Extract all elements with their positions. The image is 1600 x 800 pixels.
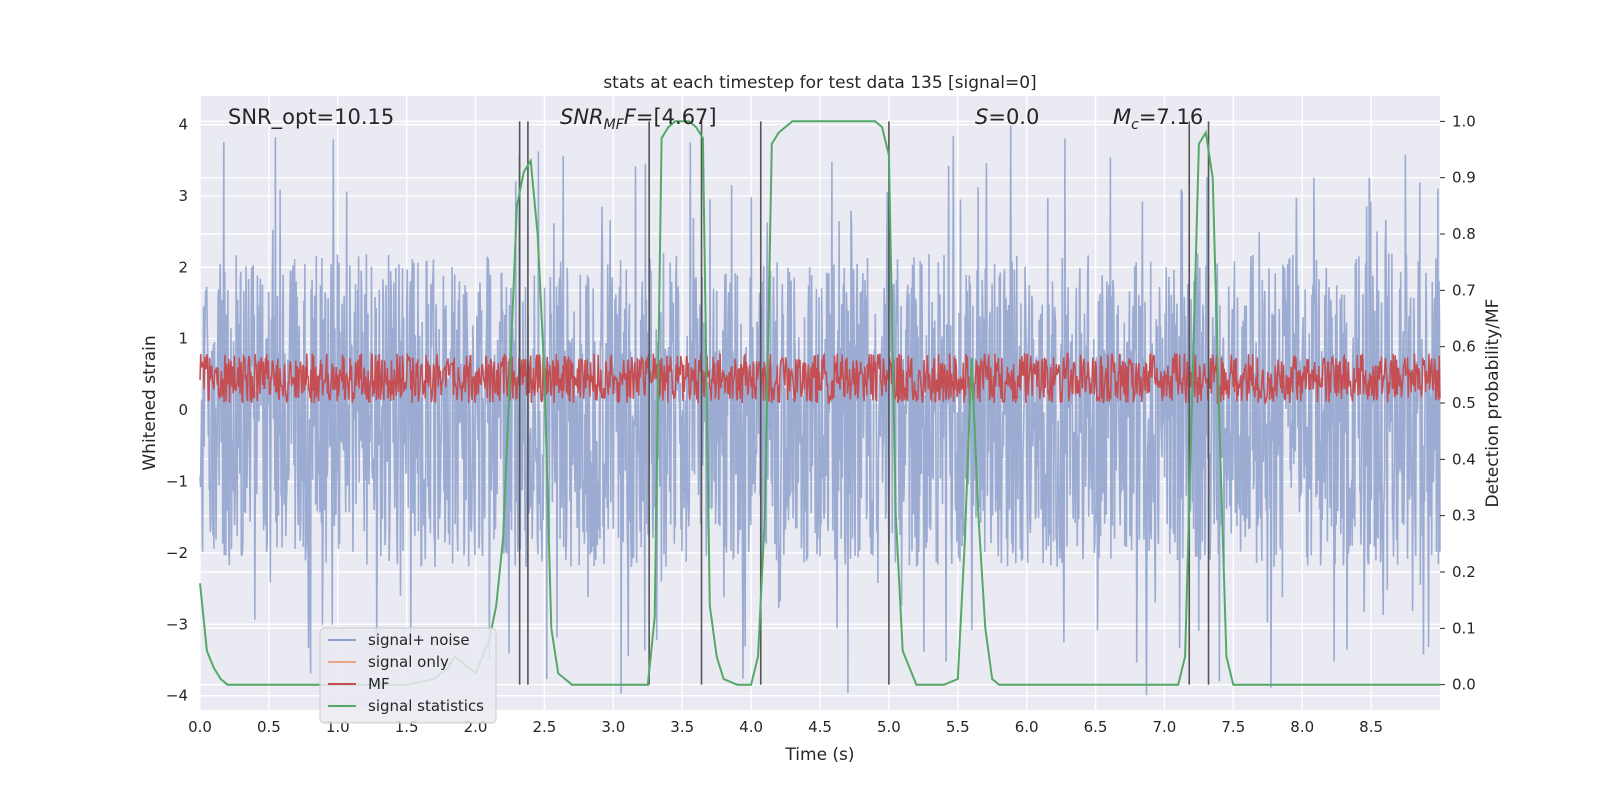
x-tick-label: 7.5 [1221, 718, 1245, 736]
x-tick-label: 3.0 [601, 718, 625, 736]
y-right-tick-label: 0.5 [1452, 394, 1476, 412]
y-right-tick-label: 0.9 [1452, 169, 1476, 187]
legend-label-mf: MF [368, 675, 390, 693]
x-tick-label: 0.0 [188, 718, 212, 736]
mf-line [199, 351, 1441, 404]
signal-noise-series [199, 125, 1441, 696]
signal-noise-line [199, 125, 1441, 696]
x-tick-label: 5.0 [877, 718, 901, 736]
y-left-axis-label: Whitened strain [140, 335, 160, 470]
y-left-tick-label: 1 [178, 330, 188, 348]
y-right-tick-label: 0.2 [1452, 563, 1476, 581]
y-right-tick-label: 1.0 [1452, 112, 1476, 130]
y-left-tick-label: −2 [166, 544, 188, 562]
x-tick-label: 2.5 [533, 718, 557, 736]
y-right-tick-label: 0.1 [1452, 619, 1476, 637]
y-right-tick-label: 0.0 [1452, 676, 1476, 694]
annotation-snr-mf: SNRMFF=[4.67] [560, 105, 717, 133]
x-tick-label: 6.0 [1015, 718, 1039, 736]
x-tick-label: 6.5 [1084, 718, 1108, 736]
y-right-tick-label: 0.7 [1452, 281, 1476, 299]
annotation-s: S=0.0 [975, 105, 1039, 129]
legend-label-signal-statistics: signal statistics [368, 697, 484, 715]
y-right-tick-label: 0.8 [1452, 225, 1476, 243]
chart-title: stats at each timestep for test data 135… [603, 73, 1036, 93]
y-left-tick-label: 0 [178, 401, 188, 419]
x-tick-label: 7.0 [1153, 718, 1177, 736]
y-left-tick-label: −3 [166, 615, 188, 633]
y-left-tick-labels: 4 3 2 1 0 −1 −2 −3 −4 [166, 116, 188, 705]
legend: signal+ noise signal only MF signal stat… [319, 627, 497, 724]
x-tick-label: 3.5 [670, 718, 694, 736]
annotation-mc: Mc=7.16 [1113, 105, 1203, 133]
vertical-lines [518, 121, 1210, 685]
y-left-tick-label: −4 [166, 687, 188, 705]
legend-label-signal-noise: signal+ noise [368, 631, 470, 649]
y-right-tick-label: 0.6 [1452, 338, 1476, 356]
x-tick-label: 4.5 [808, 718, 832, 736]
annotation-snr-opt: SNR_opt=10.15 [228, 105, 394, 130]
x-tick-label: 8.0 [1290, 718, 1314, 736]
x-tick-label: 8.5 [1359, 718, 1383, 736]
x-axis-label: Time (s) [784, 745, 854, 765]
y-right-tick-label: 0.3 [1452, 507, 1476, 525]
legend-label-signal-only: signal only [368, 653, 449, 671]
x-tick-label: 4.0 [739, 718, 763, 736]
y-right-axis-label: Detection probability/MF [1483, 299, 1503, 508]
y-right-tick-label: 0.4 [1452, 450, 1476, 468]
y-left-tick-label: 3 [178, 187, 188, 205]
y-left-tick-label: 2 [178, 258, 188, 276]
y-right-tick-labels: 1.0 0.9 0.8 0.7 0.6 0.5 0.4 0.3 0.2 0.1 0.0 [1440, 112, 1476, 694]
mf-series [199, 351, 1441, 404]
x-tick-label: 0.5 [257, 718, 281, 736]
y-left-tick-label: −1 [166, 473, 188, 491]
y-left-tick-label: 4 [178, 116, 188, 134]
x-tick-label: 5.5 [946, 718, 970, 736]
